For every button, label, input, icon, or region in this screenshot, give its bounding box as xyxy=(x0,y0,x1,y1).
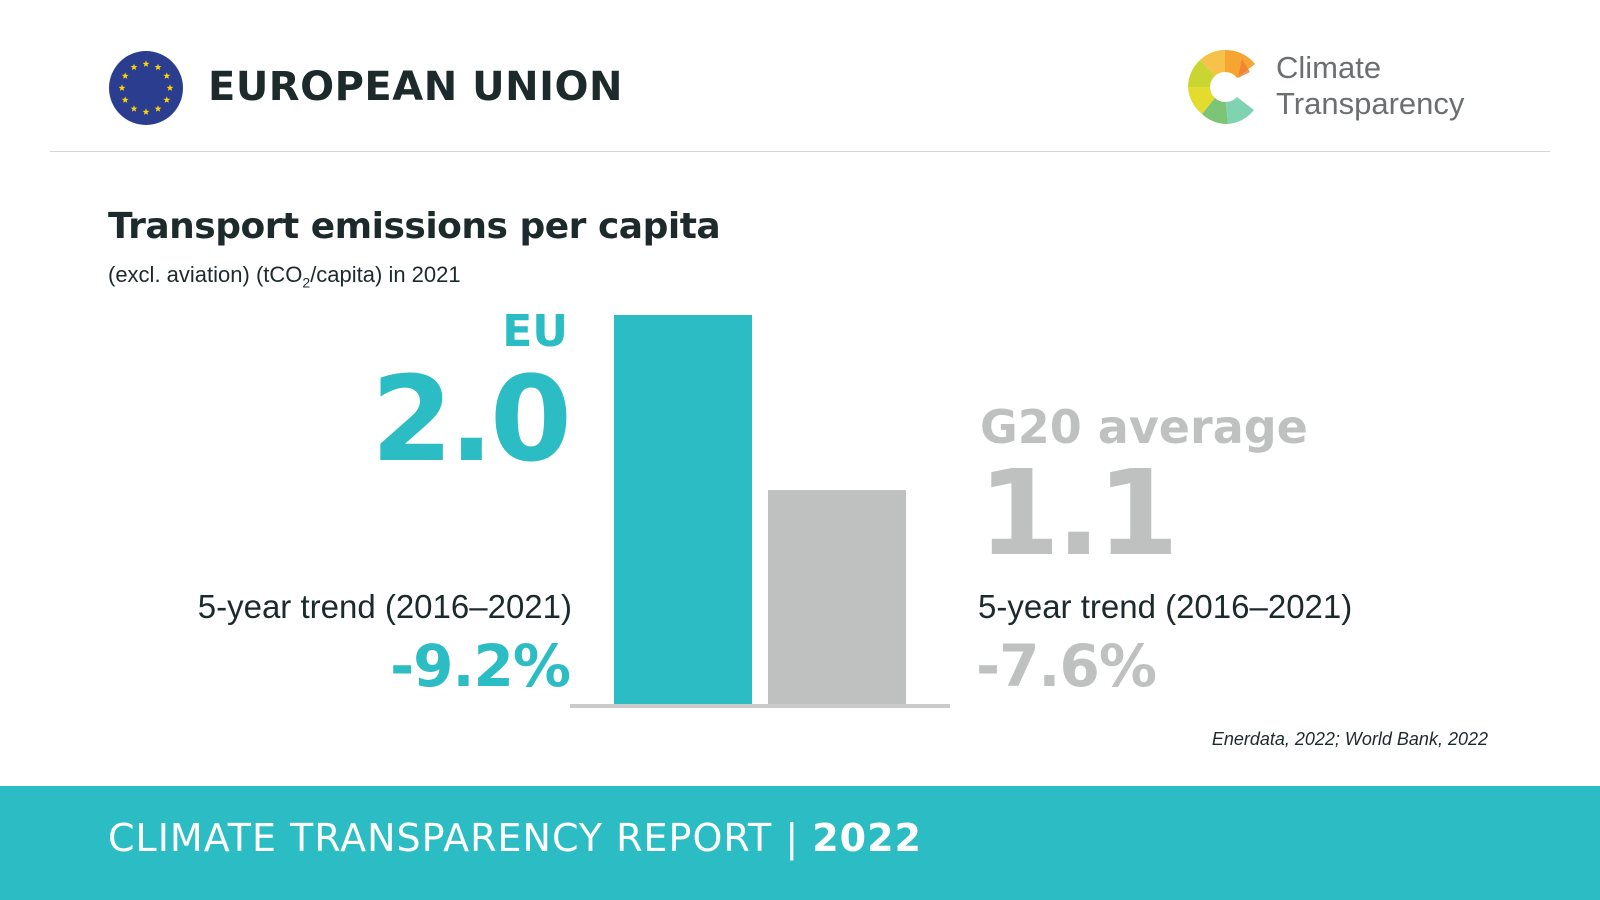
climate-transparency-logo-icon xyxy=(1188,49,1255,125)
country-name: EUROPEAN UNION xyxy=(208,64,623,110)
footer-report-name: CLIMATE TRANSPARENCY REPORT xyxy=(108,816,773,860)
subtitle-text-post: /capita) in 2021 xyxy=(310,262,461,287)
footer-year: 2022 xyxy=(812,816,922,860)
brand-line-1: Climate xyxy=(1276,50,1382,85)
g20-trend-label: 5-year trend (2016–2021) xyxy=(978,588,1353,625)
eu-label: EU xyxy=(502,306,568,357)
flag-star-icon xyxy=(154,105,162,112)
bar-chart xyxy=(570,315,950,708)
flag-star-icon xyxy=(118,84,126,91)
footer-separator: | xyxy=(785,816,800,860)
g20-label: G20 average xyxy=(980,400,1308,454)
bar-g20-average xyxy=(768,490,906,704)
subtitle-text-pre: (excl. aviation) (tCO xyxy=(108,262,303,287)
flag-star-icon xyxy=(121,72,129,79)
chart-subtitle: (excl. aviation) (tCO2/capita) in 2021 xyxy=(108,262,461,290)
flag-star-icon xyxy=(163,96,171,103)
eu-trend-label: 5-year trend (2016–2021) xyxy=(197,588,572,625)
header: EUROPEAN UNION Climate Transparency xyxy=(0,0,1600,152)
footer-text: CLIMATE TRANSPARENCY REPORT | 2022 xyxy=(108,816,922,860)
flag-star-icon xyxy=(142,108,150,115)
flag-star-icon xyxy=(130,63,138,71)
flag-star-icon xyxy=(163,72,171,79)
flag-star-icon xyxy=(154,63,162,71)
flag-star-icon xyxy=(121,96,129,103)
flag-star-icon xyxy=(142,60,150,67)
bar-eu xyxy=(614,315,752,704)
footer-banner: CLIMATE TRANSPARENCY REPORT | 2022 xyxy=(0,786,1600,900)
brand-name: Climate Transparency xyxy=(1276,50,1464,122)
source-note: Enerdata, 2022; World Bank, 2022 xyxy=(1211,729,1488,749)
brand-line-2: Transparency xyxy=(1276,86,1465,121)
flag-star-icon xyxy=(130,105,138,112)
g20-trend-value: -7.6% xyxy=(976,632,1157,700)
subtitle-subscript: 2 xyxy=(302,274,311,291)
g20-value: 1.1 xyxy=(978,444,1179,582)
chart-title: Transport emissions per capita xyxy=(108,206,721,247)
flag-star-icon xyxy=(166,84,174,91)
eu-value: 2.0 xyxy=(370,350,572,488)
eu-flag-icon xyxy=(109,51,183,125)
eu-trend-value: -9.2% xyxy=(390,632,571,700)
header-divider xyxy=(50,151,1550,152)
